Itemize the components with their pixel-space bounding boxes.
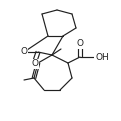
Text: O: O: [20, 48, 27, 57]
Text: O: O: [76, 39, 83, 49]
Text: O: O: [31, 60, 38, 68]
Text: OH: OH: [95, 53, 109, 61]
